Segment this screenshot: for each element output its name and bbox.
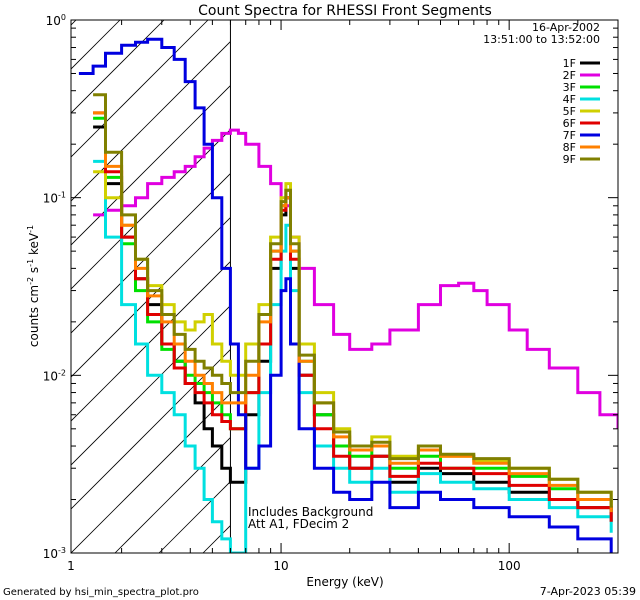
hatch-line xyxy=(71,84,231,246)
x-tick-label: 100 xyxy=(498,559,521,573)
hatch-line xyxy=(71,40,231,202)
x-axis-label: Energy (keV) xyxy=(306,575,383,589)
series-9f-line xyxy=(93,93,613,508)
legend-label-2f: 2F xyxy=(563,69,576,82)
legend-label-4f: 4F xyxy=(563,93,576,106)
observation-date: 16-Apr-2002 xyxy=(532,21,600,34)
legend-label-6f: 6F xyxy=(563,117,576,130)
legend-label-5f: 5F xyxy=(563,105,576,118)
footer-generated-by: Generated by hsi_min_spectra_plot.pro xyxy=(3,587,199,598)
legend-label-7f: 7F xyxy=(563,129,576,142)
hatch-line xyxy=(71,216,231,378)
annotation-background: Includes Background xyxy=(248,505,373,519)
x-tick-label-1: 1 xyxy=(67,559,75,573)
hatch-line xyxy=(71,20,209,158)
y-tick-label: 100 xyxy=(46,13,66,28)
hatch-line xyxy=(71,20,165,114)
series-2f-line xyxy=(93,128,618,429)
hatch-line xyxy=(71,20,121,70)
hatch-line xyxy=(71,392,231,553)
legend-label-1f: 1F xyxy=(563,57,576,70)
y-tick-label: 10-3 xyxy=(43,546,66,561)
series-6f-line xyxy=(93,111,613,522)
hatch-line xyxy=(71,172,231,334)
legend-label-3f: 3F xyxy=(563,81,576,94)
y-tick-label: 10-2 xyxy=(43,368,66,383)
y-axis-ticks: 100 10-1 10-2 10-3 xyxy=(43,13,618,561)
y-tick-label: 10-1 xyxy=(43,191,66,206)
chart-title: Count Spectra for RHESSI Front Segments xyxy=(198,3,492,19)
hatch-line xyxy=(114,436,231,553)
footer-timestamp: 7-Apr-2023 05:39 xyxy=(540,585,636,598)
hatch-line xyxy=(71,260,231,422)
observation-time-range: 13:51:00 to 13:52:00 xyxy=(483,33,600,46)
series-7f-line xyxy=(78,37,613,553)
legend-label-9f: 9F xyxy=(563,153,576,166)
spectra-series-group xyxy=(78,37,618,553)
legend-label-8f: 8F xyxy=(563,141,576,154)
annotation-attenuator: Att A1, FDecim 2 xyxy=(248,517,349,531)
series-4f-line xyxy=(93,159,613,553)
series-8f-line xyxy=(93,111,613,513)
y-axis-label: counts cm-2 s-1 keV-1 xyxy=(26,225,41,347)
series-1f-line xyxy=(93,125,613,522)
hatch-line xyxy=(71,348,231,510)
hatch-line xyxy=(599,20,640,553)
x-tick-label: 10 xyxy=(273,559,288,573)
plot-frame xyxy=(70,19,619,554)
x-axis-ticks: 1 10 100 xyxy=(67,20,619,573)
hatch-line xyxy=(71,128,231,290)
hatch-line xyxy=(71,304,231,466)
